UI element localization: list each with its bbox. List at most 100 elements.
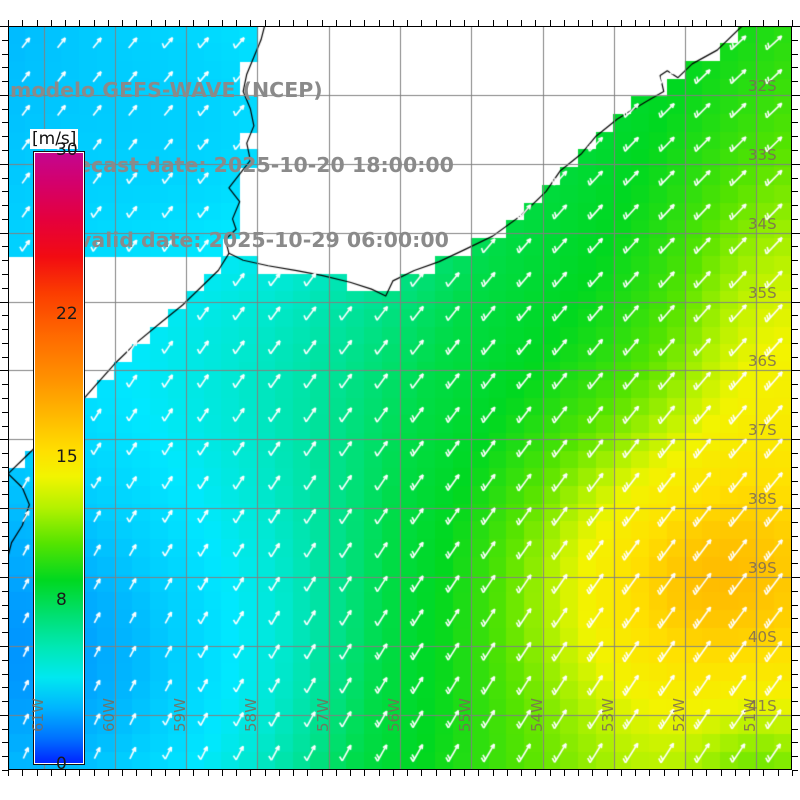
x-tick-top	[364, 20, 365, 26]
y-tick-right	[792, 136, 798, 137]
y-tick-right	[792, 178, 798, 179]
x-tick-top	[749, 20, 750, 26]
y-tick-left	[2, 329, 8, 330]
y-tick-right	[792, 577, 800, 578]
x-tick-bottom	[407, 770, 408, 776]
x-tick-bottom	[550, 770, 551, 776]
y-tick-right	[792, 439, 800, 440]
x-tick-bottom	[322, 770, 323, 776]
x-tick-bottom	[236, 770, 237, 776]
x-tick-top	[407, 20, 408, 26]
y-tick-right	[792, 412, 798, 413]
y-tick-left	[2, 701, 8, 702]
y-tick-left	[0, 715, 8, 716]
x-tick-top	[250, 20, 251, 26]
x-tick-top	[735, 20, 736, 26]
y-tick-right	[792, 467, 798, 468]
x-tick-top	[65, 20, 66, 26]
x-tick-bottom	[179, 770, 180, 776]
y-tick-right	[792, 632, 798, 633]
x-tick-bottom	[564, 770, 565, 776]
x-tick-bottom	[735, 770, 736, 776]
lat-label-32S: 32S	[748, 76, 777, 95]
y-tick-right	[792, 122, 798, 123]
colorbar-tick-22: 22	[56, 303, 78, 324]
x-tick-top	[136, 20, 137, 26]
x-tick-top	[635, 20, 636, 26]
lon-label-56W: 56W	[385, 698, 403, 732]
y-tick-left	[0, 439, 8, 440]
x-tick-top	[51, 20, 52, 26]
x-tick-top	[607, 20, 608, 26]
y-tick-left	[2, 756, 8, 757]
x-tick-top	[692, 20, 693, 26]
x-tick-top	[535, 20, 536, 26]
x-tick-top	[37, 20, 38, 26]
y-tick-right	[792, 660, 798, 661]
x-tick-top	[592, 20, 593, 26]
x-tick-top	[578, 20, 579, 26]
lat-label-34S: 34S	[748, 214, 777, 233]
y-tick-left	[2, 770, 8, 771]
lon-label-60W: 60W	[99, 698, 118, 732]
y-tick-left	[2, 729, 8, 730]
y-tick-left	[2, 288, 8, 289]
x-tick-top	[778, 20, 779, 26]
y-tick-left	[2, 550, 8, 551]
x-tick-bottom	[649, 770, 650, 776]
y-tick-right	[792, 370, 800, 371]
x-tick-bottom	[535, 770, 536, 776]
y-tick-right	[792, 674, 798, 675]
lon-label-59W: 59W	[171, 698, 190, 732]
y-tick-left	[2, 150, 8, 151]
y-tick-right	[792, 150, 798, 151]
colorbar-unit-label: [m/s]	[30, 129, 79, 149]
x-tick-bottom	[393, 770, 394, 776]
y-tick-right	[792, 54, 798, 55]
x-tick-top	[279, 20, 280, 26]
x-tick-bottom	[165, 770, 166, 776]
y-tick-right	[792, 729, 798, 730]
x-tick-bottom	[635, 770, 636, 776]
title-model-line: modelo GEFS-WAVE (NCEP)	[10, 78, 323, 102]
y-tick-left	[2, 563, 8, 564]
y-tick-left	[2, 357, 8, 358]
y-tick-right	[792, 109, 798, 110]
y-tick-left	[0, 508, 8, 509]
y-tick-right	[792, 315, 798, 316]
y-tick-right	[792, 770, 798, 771]
lon-label-57W: 57W	[313, 698, 332, 732]
x-tick-top	[236, 20, 237, 26]
y-tick-right	[792, 233, 800, 234]
y-tick-right	[792, 591, 798, 592]
x-tick-top	[293, 20, 294, 26]
y-tick-right	[792, 95, 800, 96]
x-tick-top	[436, 20, 437, 26]
lat-label-40S: 40S	[748, 628, 777, 646]
x-tick-bottom	[293, 770, 294, 776]
y-tick-right	[792, 756, 798, 757]
x-tick-top	[336, 20, 337, 26]
y-tick-left	[2, 205, 8, 206]
y-tick-left	[2, 412, 8, 413]
x-tick-top	[564, 20, 565, 26]
x-tick-bottom	[478, 770, 479, 776]
x-tick-bottom	[136, 770, 137, 776]
lat-label-35S: 35S	[748, 283, 777, 302]
y-tick-left	[2, 274, 8, 275]
title-forecast-date: forecast date: 2025-10-20 18:00:00	[44, 153, 454, 177]
lon-label-52W: 52W	[670, 698, 689, 732]
y-tick-right	[792, 302, 800, 303]
x-tick-top	[478, 20, 479, 26]
x-tick-top	[521, 20, 522, 26]
y-tick-right	[792, 426, 798, 427]
y-tick-left	[2, 522, 8, 523]
y-tick-right	[792, 246, 798, 247]
colorbar-tick-8: 8	[56, 590, 67, 611]
x-tick-bottom	[706, 770, 707, 776]
colorbar-tick-30: 30	[56, 140, 78, 160]
x-tick-top	[664, 20, 665, 26]
y-tick-left	[2, 632, 8, 633]
x-tick-bottom	[721, 770, 722, 776]
